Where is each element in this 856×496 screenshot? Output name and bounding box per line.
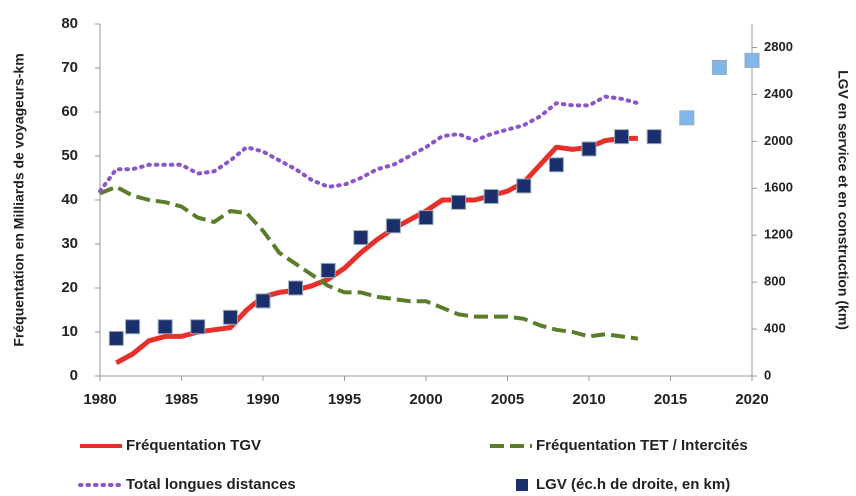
lgv-marker xyxy=(483,188,499,204)
legend-label: Fréquentation TGV xyxy=(126,437,261,454)
lgv-marker xyxy=(125,319,141,335)
lgv-marker xyxy=(679,110,695,126)
x-tick-label: 1985 xyxy=(165,391,198,408)
lgv-marker xyxy=(614,129,630,145)
lgv-marker xyxy=(581,141,597,157)
y2-tick-label: 1600 xyxy=(764,180,793,195)
y2-tick-label: 0 xyxy=(764,367,771,382)
lgv-marker xyxy=(516,178,532,194)
y-tick-label: 0 xyxy=(70,367,78,384)
y-tick-label: 80 xyxy=(61,15,78,32)
lgv-marker xyxy=(744,52,760,68)
lgv-marker xyxy=(157,319,173,335)
x-tick-label: 2015 xyxy=(654,391,687,408)
x-tick-label: 1980 xyxy=(83,391,116,408)
series-line xyxy=(98,94,640,194)
y2-tick-label: 2000 xyxy=(764,133,793,148)
lgv-marker xyxy=(108,330,124,346)
lgv-marker xyxy=(222,309,238,325)
legend-label: Fréquentation TET / Intercités xyxy=(536,437,748,454)
lgv-marker xyxy=(255,293,271,309)
x-tick-label: 2010 xyxy=(572,391,605,408)
y2-axis-title: LGV en service et en construction (km) xyxy=(835,70,851,330)
y-tick-label: 60 xyxy=(61,103,78,120)
x-tick-label: 1990 xyxy=(246,391,279,408)
y-tick-label: 40 xyxy=(61,191,78,208)
y2-tick-label: 400 xyxy=(764,321,786,336)
x-tick-label: 2005 xyxy=(491,391,524,408)
lgv-marker xyxy=(385,218,401,234)
y2-tick-label: 1200 xyxy=(764,227,793,242)
y2-tick-label: 800 xyxy=(764,274,786,289)
series-line xyxy=(99,184,639,341)
x-tick-label: 2000 xyxy=(409,391,442,408)
y-tick-label: 20 xyxy=(61,279,78,296)
legend-label: Total longues distances xyxy=(126,476,296,493)
y-tick-label: 30 xyxy=(61,235,78,252)
legend-label: LGV (éc.h de droite, en km) xyxy=(536,476,730,493)
lgv-marker xyxy=(288,280,304,296)
lgv-marker xyxy=(190,319,206,335)
y-axis-title: Fréquentation en Milliards de voyageurs-… xyxy=(11,53,27,346)
x-tick-label: 2020 xyxy=(735,391,768,408)
lgv-marker xyxy=(353,230,369,246)
lgv-marker xyxy=(711,59,727,75)
lgv-marker xyxy=(451,194,467,210)
y2-tick-label: 2800 xyxy=(764,39,793,54)
lgv-marker xyxy=(646,129,662,145)
x-tick-label: 1995 xyxy=(328,391,361,408)
y-tick-label: 70 xyxy=(61,59,78,76)
y-tick-label: 10 xyxy=(61,323,78,340)
y-tick-label: 50 xyxy=(61,147,78,164)
lgv-marker xyxy=(548,157,564,173)
legend-marker xyxy=(516,479,528,491)
lgv-marker xyxy=(418,210,434,226)
lgv-marker xyxy=(320,262,336,278)
y2-tick-label: 2400 xyxy=(764,86,793,101)
